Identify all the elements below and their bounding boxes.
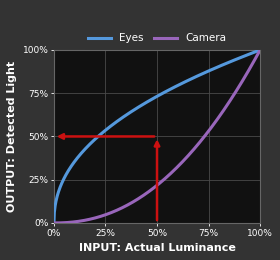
Camera: [52, 221, 56, 224]
Legend: Eyes, Camera: Eyes, Camera: [84, 29, 230, 48]
Camera: [164, 177, 167, 180]
Camera: [150, 188, 153, 191]
Camera: [253, 57, 257, 61]
Camera: [151, 187, 155, 190]
Eyes: [164, 90, 167, 93]
Eyes: [253, 50, 257, 53]
Eyes: [151, 97, 155, 100]
Eyes: [221, 63, 225, 66]
Eyes: [52, 221, 56, 224]
Camera: [175, 166, 178, 169]
Eyes: [258, 48, 262, 51]
Eyes: [175, 84, 178, 88]
Line: Camera: Camera: [54, 50, 260, 223]
Camera: [258, 48, 262, 51]
X-axis label: INPUT: Actual Luminance: INPUT: Actual Luminance: [79, 243, 235, 253]
Camera: [221, 110, 225, 113]
Line: Eyes: Eyes: [54, 50, 260, 223]
Y-axis label: OUTPUT: Detected Light: OUTPUT: Detected Light: [7, 61, 17, 212]
Eyes: [150, 98, 153, 101]
